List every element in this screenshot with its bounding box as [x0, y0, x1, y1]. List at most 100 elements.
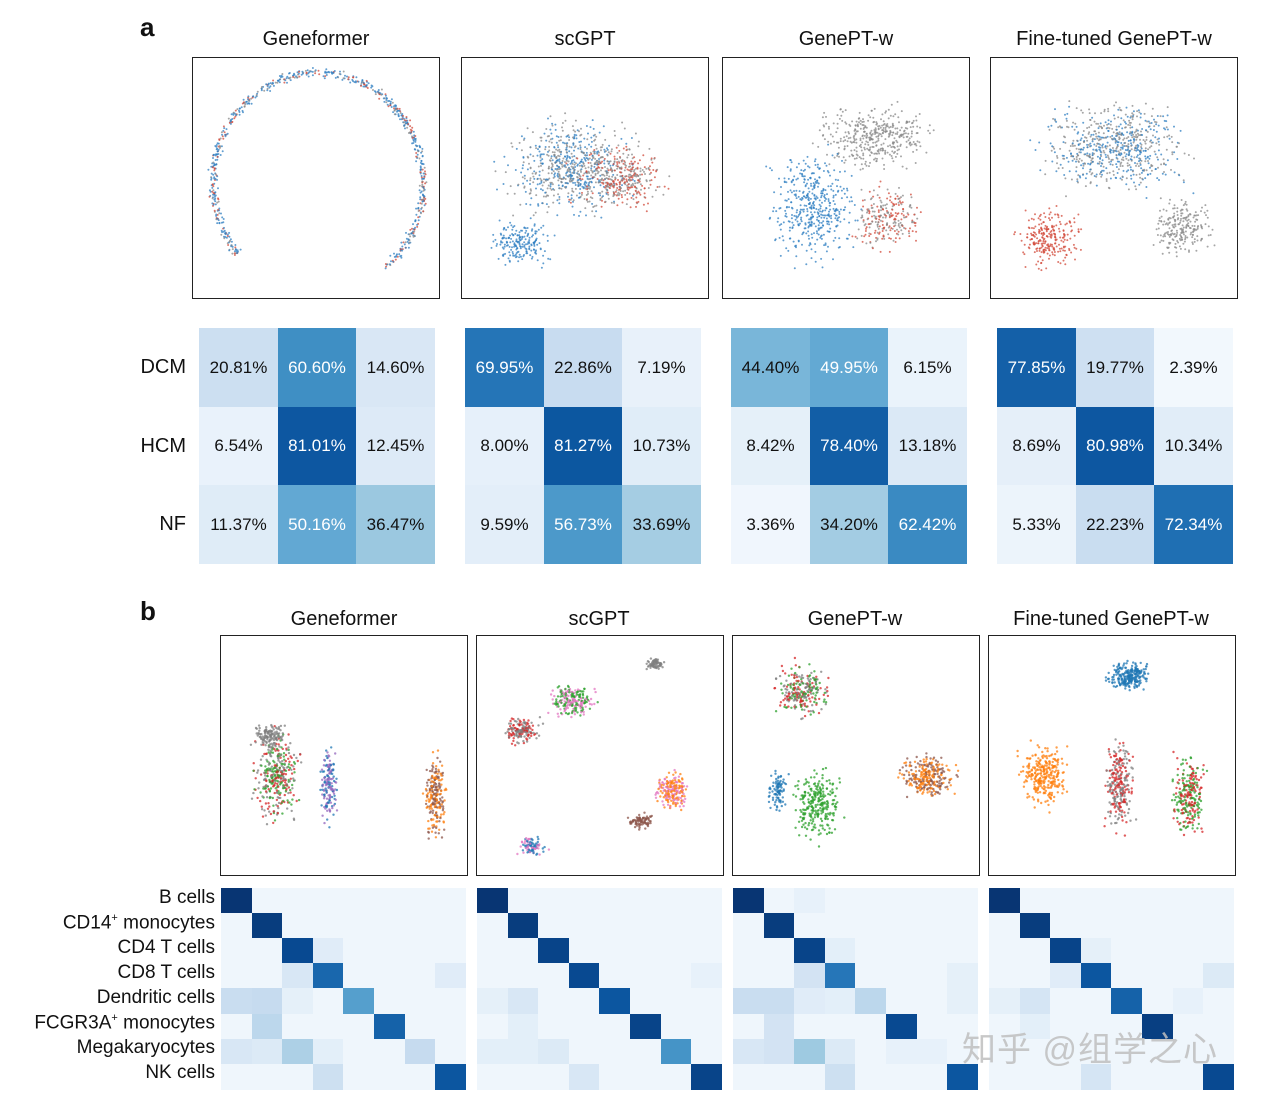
umap-point	[778, 207, 781, 210]
umap-point	[630, 137, 633, 139]
umap-point	[567, 182, 569, 185]
umap-point	[618, 188, 620, 191]
umap-point	[1126, 131, 1129, 134]
umap-point	[872, 141, 875, 144]
umap-point	[543, 132, 546, 135]
umap-point	[229, 238, 232, 241]
umap-point	[593, 186, 595, 189]
umap-point	[260, 805, 263, 808]
umap-point	[1105, 180, 1108, 182]
umap-point	[556, 199, 559, 202]
umap-point	[1175, 229, 1178, 232]
umap-point	[224, 231, 227, 234]
umap-point	[525, 250, 528, 253]
umap-point	[265, 83, 268, 86]
umap-point	[1119, 177, 1122, 180]
cm-cell-finetuned-r0c1: 19.77%	[1075, 328, 1155, 407]
umap-point	[327, 754, 330, 757]
umap-point	[544, 146, 547, 148]
umap-point	[1153, 118, 1155, 121]
umap-point	[214, 153, 217, 156]
umap-point	[1109, 135, 1112, 138]
umap-point	[618, 183, 621, 186]
umap-point	[1104, 136, 1107, 139]
umap-point	[582, 151, 585, 154]
umap-point	[278, 769, 282, 772]
umap-point	[818, 167, 821, 170]
umap-point	[1156, 138, 1159, 141]
umap-point	[1118, 125, 1120, 128]
umap-point	[803, 175, 806, 178]
umap-point	[559, 161, 562, 164]
umap-point	[611, 169, 614, 172]
umap-point	[1044, 240, 1047, 243]
umap-point	[1093, 138, 1096, 141]
umap-point	[1063, 249, 1066, 252]
umap-point	[1131, 104, 1134, 107]
umap-point	[595, 204, 598, 207]
umap-point	[298, 70, 300, 73]
umap-point	[590, 167, 593, 170]
umap-point	[519, 247, 522, 250]
umap-point	[213, 162, 216, 165]
umap-point	[927, 129, 930, 132]
umap-point	[420, 160, 423, 162]
umap-point	[321, 783, 325, 786]
umap-point	[276, 779, 279, 783]
umap-point	[1168, 251, 1171, 254]
umap-point	[1173, 151, 1176, 154]
umap-point	[805, 204, 808, 207]
umap-point	[561, 185, 564, 188]
umap-point	[213, 209, 216, 212]
umap-point	[420, 190, 423, 193]
umap-point	[1089, 135, 1092, 138]
umap-point	[793, 190, 795, 192]
umap-point	[1158, 143, 1161, 146]
umap-point	[858, 156, 861, 159]
umap-point	[397, 113, 400, 116]
umap-point	[549, 185, 552, 188]
umap-point	[286, 75, 289, 78]
umap-point	[352, 76, 354, 79]
umap-point	[535, 147, 538, 150]
umap-point	[386, 97, 388, 100]
umap-point	[1027, 246, 1030, 249]
umap-point	[1138, 134, 1140, 137]
umap-point	[908, 232, 911, 235]
umap-point	[535, 249, 537, 252]
umap-point	[557, 179, 560, 182]
umap-point	[650, 179, 653, 182]
umap-point	[777, 217, 780, 220]
umap-point	[335, 809, 339, 812]
umap-point	[272, 821, 275, 825]
umap-point	[896, 195, 899, 198]
umap-point	[505, 240, 508, 243]
umap-point	[383, 100, 386, 103]
umap-point	[531, 235, 533, 238]
umap-point	[837, 246, 840, 249]
umap-point	[1178, 223, 1180, 226]
umap-point	[574, 184, 577, 186]
umap-point	[1121, 178, 1123, 181]
umap-point	[601, 190, 604, 193]
umap-point	[1056, 156, 1059, 159]
umap-point	[512, 252, 514, 255]
umap-point	[553, 173, 556, 176]
umap-point	[384, 267, 387, 270]
umap-point	[866, 211, 868, 214]
umap-point	[545, 139, 548, 142]
umap-point	[902, 136, 905, 139]
umap-point	[630, 174, 633, 177]
umap-point	[572, 167, 575, 170]
umap-point	[281, 770, 284, 773]
umap-point	[824, 209, 827, 212]
umap-point	[865, 133, 868, 135]
umap-point	[496, 243, 498, 245]
umap-point	[890, 212, 892, 215]
umap-point	[896, 145, 899, 148]
umap-point	[1088, 170, 1091, 173]
umap-point	[1038, 247, 1041, 250]
umap-point	[1165, 209, 1168, 212]
umap-point	[645, 210, 648, 213]
umap-point	[417, 219, 420, 222]
